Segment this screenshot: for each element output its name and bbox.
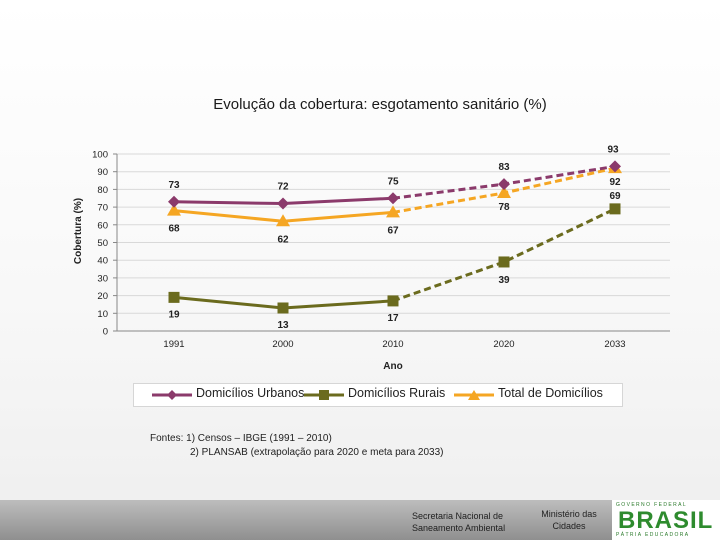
data-label-s2-2020: 78 <box>498 202 510 213</box>
data-label-s2-2000: 62 <box>277 234 289 245</box>
gridlines <box>117 153 670 314</box>
y-tick-70: 70 <box>97 203 108 214</box>
data-label-s1-2020: 39 <box>498 275 510 286</box>
y-tick-100: 100 <box>92 150 108 161</box>
axes <box>113 153 670 332</box>
x-tick-1991: 1991 <box>163 339 184 350</box>
y-tick-0: 0 <box>103 327 108 338</box>
series-lines <box>173 164 616 310</box>
data-label-s1-2000: 13 <box>277 320 289 331</box>
marker-s0-2000 <box>277 197 289 210</box>
footer-ministerio: Ministério das Cidades <box>541 509 597 531</box>
y-tick-10: 10 <box>97 309 108 320</box>
data-label-s0-2000: 72 <box>277 182 289 193</box>
marker-s2-2000 <box>276 214 290 227</box>
x-tick-2010: 2010 <box>382 339 403 350</box>
legend-label-rurais: Domicílios Rurais <box>348 386 446 400</box>
logo-top-text: GOVERNO FEDERAL <box>616 502 688 508</box>
x-tick-2033: 2033 <box>604 339 625 350</box>
data-label-s0-2033: 93 <box>607 144 619 155</box>
y-tick-80: 80 <box>97 185 108 196</box>
chart-title: Evolução da cobertura: esgotamento sanit… <box>213 96 547 113</box>
footer-bar <box>0 500 720 540</box>
marker-s1-2010 <box>387 295 399 307</box>
legend-label-total: Total de Domicílios <box>498 386 603 400</box>
x-tick-labels: 1991 2000 2010 2020 2033 <box>163 339 625 350</box>
data-label-s0-1991: 73 <box>168 180 180 191</box>
marker-s1-1991 <box>168 291 180 303</box>
y-tick-50: 50 <box>97 238 108 249</box>
footer-secretaria: Secretaria Nacional de Saneamento Ambien… <box>412 511 506 533</box>
x-axis-label: Ano <box>383 361 402 372</box>
marker-s0-2010 <box>387 192 399 205</box>
marker-s0-2033 <box>609 160 621 173</box>
y-tick-labels: 0 10 20 30 40 50 60 70 80 90 100 <box>92 150 108 338</box>
data-label-s1-2010: 17 <box>387 313 399 324</box>
marker-s0-1991 <box>168 195 180 208</box>
sources-note: Fontes: 1) Censos – IBGE (1991 – 2010) 2… <box>150 432 444 460</box>
x-tick-2000: 2000 <box>272 339 293 350</box>
legend-label-urbanos: Domicílios Urbanos <box>196 386 305 400</box>
marker-s1-2020 <box>498 256 510 268</box>
line-chart: 0 10 20 30 40 50 60 70 80 90 100 1991 2000 2010 2020 2… <box>73 144 670 372</box>
data-label-s0-2010: 75 <box>387 176 399 187</box>
data-label-s0-2020: 83 <box>498 162 510 173</box>
y-tick-90: 90 <box>97 167 108 178</box>
data-label-s1-2033: 69 <box>609 191 621 202</box>
series-line-1-projected <box>392 207 616 303</box>
data-labels: 73 72 75 83 93 19 13 17 39 69 68 62 67 78 92 <box>168 144 621 331</box>
legend: Domicílios Urbanos Domicílios Rurais Tot… <box>133 383 623 407</box>
marker-s2-2020 <box>497 185 511 198</box>
y-axis-label: Cobertura (%) <box>73 198 84 264</box>
legend-swatch-total <box>454 390 494 400</box>
data-label-s2-1991: 68 <box>168 224 180 235</box>
y-tick-60: 60 <box>97 220 108 231</box>
x-tick-2020: 2020 <box>493 339 514 350</box>
data-label-s2-2010: 67 <box>387 225 399 236</box>
sources-line-2: 2) PLANSAB (extrapolação para 2020 e met… <box>190 447 444 458</box>
legend-swatch-urbanos <box>152 390 192 400</box>
sources-line-1: Fontes: 1) Censos – IBGE (1991 – 2010) <box>150 433 332 444</box>
y-tick-20: 20 <box>97 291 108 302</box>
legend-swatch-rurais <box>304 390 344 400</box>
marker-s0-2020 <box>498 178 510 191</box>
marker-s1-2033 <box>609 203 621 215</box>
y-tick-30: 30 <box>97 273 108 284</box>
y-tick-40: 40 <box>97 256 108 267</box>
logo-word: BRASIL <box>618 507 714 534</box>
marker-s1-2000 <box>277 302 289 314</box>
series-markers <box>167 160 622 314</box>
marker-s2-1991 <box>167 203 181 216</box>
data-label-s2-2033: 92 <box>609 177 621 188</box>
logo-bottom-text: PÁTRIA EDUCADORA <box>616 532 690 538</box>
brasil-logo: GOVERNO FEDERAL BRASIL PÁTRIA EDUCADORA <box>612 500 720 540</box>
marker-s2-2010 <box>386 205 400 218</box>
data-label-s1-1991: 19 <box>168 309 180 320</box>
